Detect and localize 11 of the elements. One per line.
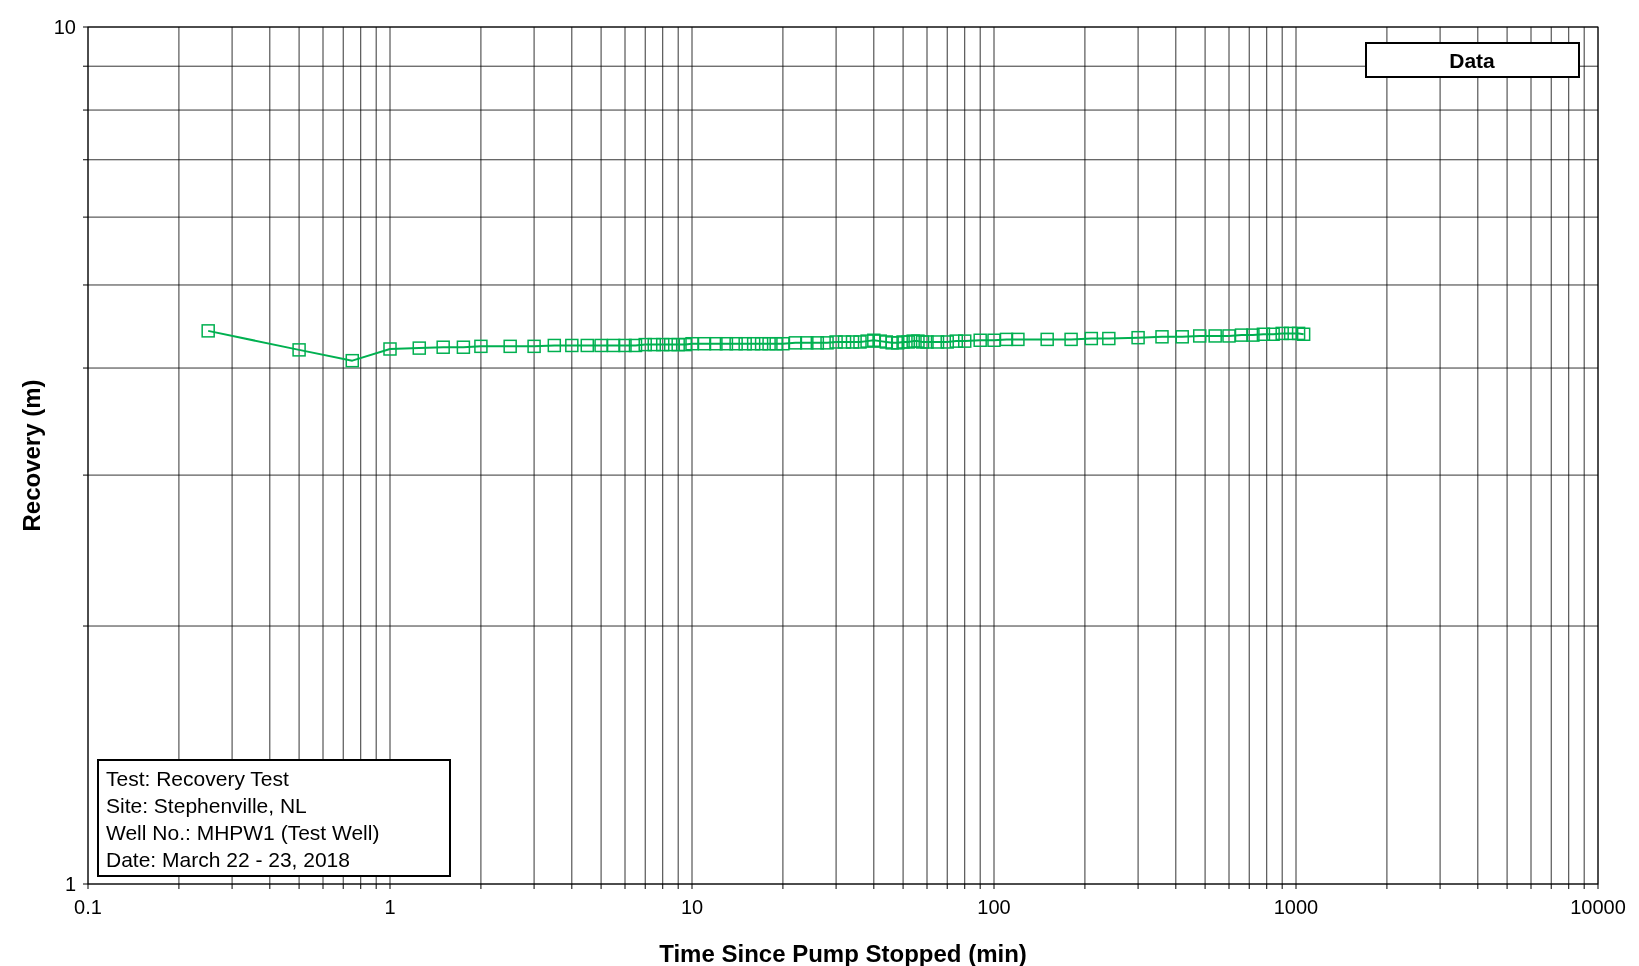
x-tick-label: 10: [680, 896, 704, 918]
x-tick-label: 1000: [1273, 896, 1319, 918]
x-tick-label: 10000: [1570, 896, 1626, 918]
annotation: Data: [1449, 49, 1496, 72]
label-box: Data: [1365, 42, 1580, 78]
y-axis-title: Recovery (m): [18, 379, 45, 532]
x-tick-label: 1: [384, 896, 396, 918]
x-tick-label: 0.1: [74, 896, 102, 918]
annotation: Test: Recovery Test Site: Stephenville, NL Well No.: MHPW1 (Test Well) Date: March 22 - 23, 2018: [106, 767, 380, 871]
x-tick-label: 100: [977, 896, 1011, 918]
note-box: Test: Recovery Test Site: Stephenville, NL Well No.: MHPW1 (Test Well) Date: March 22 - 23, 2018: [97, 759, 451, 877]
